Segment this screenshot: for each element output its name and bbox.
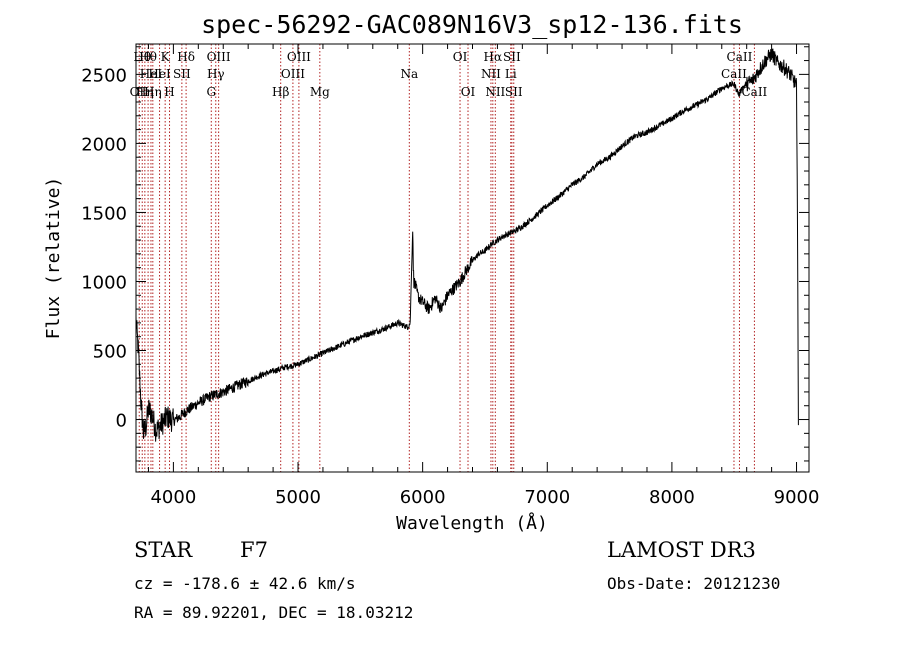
spectral-line-label: NII (485, 85, 505, 99)
subclass: F7 (240, 538, 268, 562)
y-tick-label: 500 (93, 342, 127, 363)
spectral-line-label: HeI (148, 67, 171, 81)
plot-frame (135, 43, 810, 473)
sky-coordinates: RA = 89.92201, DEC = 18.03212 (134, 603, 414, 622)
spectral-line-label: Mg (310, 85, 330, 99)
spectral-line-label: OIII (281, 67, 305, 81)
spectral-line-label: Hβ (272, 85, 289, 99)
spectral-line-label: Hα (484, 50, 503, 64)
spectrum-line (135, 48, 799, 442)
x-tick-label: 7000 (524, 487, 570, 508)
y-tick-label: 2000 (81, 134, 127, 155)
spectral-line-label: OIII (287, 50, 311, 64)
spectral-line-label: Na (400, 67, 418, 81)
spectral-line-label: Li (505, 67, 517, 81)
spectral-line-label: NII (481, 67, 501, 81)
spectral-line-label: Hγ (207, 67, 225, 81)
spectral-line-label: K (161, 50, 171, 64)
spectral-line-label: SII (503, 50, 521, 64)
spectral-line-label: OIII (207, 50, 231, 64)
spectrum-series (135, 48, 799, 442)
y-axis-label: Flux (relative) (43, 177, 64, 340)
spectral-line-label: Hη (144, 85, 162, 99)
spectral-lines-layer (138, 44, 755, 472)
x-tick-label: 5000 (275, 487, 321, 508)
spectral-line-label: HeI (140, 67, 163, 81)
object-class: STAR (134, 538, 193, 562)
x-tick-label: 6000 (400, 487, 446, 508)
x-tick-label: 8000 (649, 487, 695, 508)
spectral-line-label: H (164, 85, 174, 99)
survey-name: LAMOST DR3 (607, 538, 756, 562)
x-tick-label: 4000 (150, 487, 196, 508)
spectral-line-label: G (206, 85, 216, 99)
spectral-line-label: Hδ (177, 50, 195, 64)
spectral-line-label: OI (461, 85, 476, 99)
x-axis-ticks: 4000 5000 6000 7000 8000 9000 (147, 44, 820, 508)
spectral-line-label: CaII (721, 67, 747, 81)
spectral-line-label: CaII (727, 50, 753, 64)
y-tick-label: 0 (116, 411, 127, 432)
spectral-line-label: CaII (741, 85, 767, 99)
spectral-line-label: Hθ (139, 50, 157, 64)
observation-date: Obs-Date: 20121230 (607, 574, 781, 593)
x-axis-label: Wavelength (Å) (396, 512, 548, 534)
y-axis-ticks: 0 500 1000 1500 2000 2500 (81, 46, 809, 462)
y-tick-label: 2500 (81, 65, 127, 86)
y-tick-label: 1000 (81, 272, 127, 293)
redshift-velocity: cz = -178.6 ± 42.6 km/s (134, 574, 356, 593)
spectral-line-label: SII (173, 67, 191, 81)
spectral-line-labels: OIIHθHηHθHeIHηHeIKHSIIHδGHγOIIIHβOIIIOII… (130, 50, 768, 99)
spectral-line-label: OI (453, 50, 468, 64)
y-tick-label: 1500 (81, 203, 127, 224)
spectral-line-label: OII (130, 85, 150, 99)
x-tick-label: 9000 (774, 487, 820, 508)
spectral-line-label: SII (505, 85, 523, 99)
chart-title: spec-56292-GAC089N16V3_sp12-136.fits (201, 10, 743, 39)
